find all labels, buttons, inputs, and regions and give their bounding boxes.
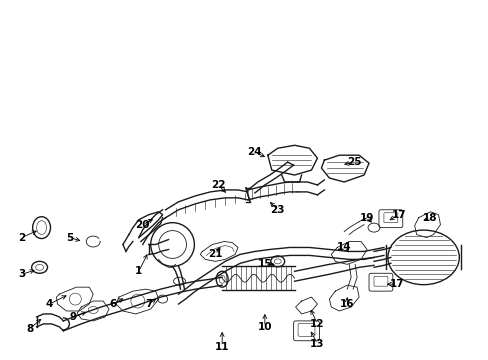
Text: 14: 14 (336, 243, 351, 252)
Text: 25: 25 (346, 157, 361, 167)
Text: 4: 4 (46, 299, 53, 309)
Text: 24: 24 (247, 147, 262, 157)
Text: 5: 5 (65, 233, 73, 243)
Text: 21: 21 (207, 249, 222, 260)
Text: 1: 1 (135, 266, 142, 276)
Text: 20: 20 (135, 220, 150, 230)
Text: 12: 12 (309, 319, 324, 329)
Text: 8: 8 (26, 324, 33, 334)
Text: 6: 6 (109, 299, 117, 309)
Text: 11: 11 (215, 342, 229, 352)
Text: 16: 16 (339, 299, 354, 309)
Text: 15: 15 (257, 259, 271, 269)
Text: 2: 2 (18, 233, 25, 243)
Text: 3: 3 (18, 269, 25, 279)
Text: 23: 23 (270, 205, 285, 215)
Text: 19: 19 (359, 213, 373, 223)
Text: 10: 10 (257, 322, 271, 332)
Text: 9: 9 (70, 312, 77, 322)
Text: 7: 7 (145, 299, 152, 309)
Text: 17: 17 (391, 210, 405, 220)
Text: 22: 22 (210, 180, 225, 190)
Text: 13: 13 (309, 339, 324, 349)
Text: 18: 18 (423, 213, 437, 223)
Text: 17: 17 (389, 279, 403, 289)
